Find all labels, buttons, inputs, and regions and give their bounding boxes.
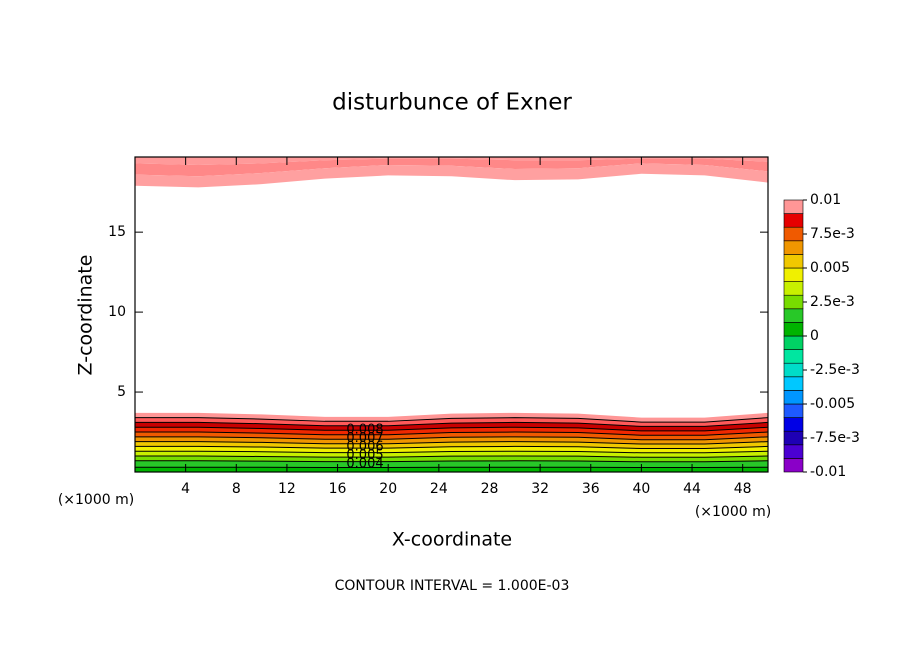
contour-line [135, 421, 768, 427]
contour-line [135, 450, 768, 454]
colorbar-swatch [783, 444, 804, 459]
colorbar-tick-label: 0.005 [810, 260, 850, 276]
x-tick-label: 36 [582, 481, 600, 497]
contour-band [135, 163, 768, 188]
colorbar-swatch [783, 403, 804, 418]
x-tick-label: 40 [632, 481, 650, 497]
colorbar-swatch [783, 376, 804, 391]
contour-band [135, 427, 768, 436]
colorbar-swatch [783, 294, 804, 310]
y-axis-label: Z-coordinate [75, 255, 97, 376]
contour-line [135, 417, 768, 423]
x-tick-label: 28 [481, 481, 499, 497]
x-axis-label: X-coordinate [392, 529, 512, 551]
x-tick-label: 24 [430, 481, 448, 497]
contour-band [135, 417, 768, 427]
colorbar-swatch [783, 458, 804, 473]
colorbar-swatch [783, 417, 804, 432]
colorbar-swatch [783, 281, 804, 296]
unit-label: (×1000 m) [695, 504, 771, 520]
colorbar-swatch [783, 430, 804, 446]
contour-label: 0.007 [346, 431, 383, 446]
colorbar-swatch [783, 267, 804, 282]
colorbar-swatch [783, 240, 804, 255]
x-tick-label: 16 [329, 481, 347, 497]
colorbar-swatch [783, 362, 804, 378]
contour-line [135, 441, 768, 445]
colorbar-tick-label: 7.5e-3 [810, 226, 855, 242]
contour-band [135, 158, 768, 177]
colorbar-swatch [783, 226, 804, 242]
contour-label: 0.008 [346, 423, 383, 438]
colorbar-swatch [783, 390, 804, 405]
colorbar-tick-label: 0 [810, 328, 819, 344]
contour-band [135, 460, 768, 468]
colorbar-swatch [783, 335, 804, 350]
colorbar-swatch [783, 322, 804, 337]
contour-band [135, 157, 768, 165]
colorbar-tick-label: -0.01 [810, 464, 846, 480]
plot-frame [134, 156, 769, 473]
contour-band [135, 422, 768, 431]
x-tick-label: 20 [379, 481, 397, 497]
colorbar-swatch [783, 308, 804, 323]
contour-line [135, 455, 768, 458]
y-tick-label: 5 [117, 384, 126, 400]
colorbar-tick-label: -7.5e-3 [810, 430, 860, 446]
contour-band [135, 451, 768, 458]
contour-band [135, 467, 768, 472]
unit-label: (×1000 m) [58, 492, 134, 508]
contour-line [135, 445, 768, 449]
colorbar-tick-label: -0.005 [810, 396, 855, 412]
x-tick-label: 4 [181, 481, 190, 497]
annotation: CONTOUR INTERVAL = 1.000E-03 [335, 578, 570, 594]
chart-title: disturbunce of Exner [332, 90, 572, 116]
colorbar-tick-label: 0.01 [810, 192, 841, 208]
x-tick-label: 44 [683, 481, 701, 497]
colorbar-swatch [783, 254, 804, 269]
contour-line [135, 436, 768, 441]
colorbar-swatch [783, 199, 804, 214]
contour-line [135, 426, 768, 432]
contour-label: 0.004 [346, 457, 383, 472]
contour-band [135, 456, 768, 462]
plot-area [135, 157, 768, 472]
contour-label: 0.006 [346, 440, 383, 455]
contour-label: 0.005 [346, 448, 383, 463]
x-tick-label: 32 [531, 481, 549, 497]
colorbar-tick-label: -2.5e-3 [810, 362, 860, 378]
colorbar-swatch [783, 213, 804, 228]
colorbar-tick-label: 2.5e-3 [810, 294, 855, 310]
x-tick-label: 48 [734, 481, 752, 497]
contour-line [135, 431, 768, 436]
x-tick-label: 12 [278, 481, 296, 497]
colorbar-swatch [783, 349, 804, 364]
contour-line [135, 460, 768, 463]
x-tick-label: 8 [232, 481, 241, 497]
y-tick-label: 10 [108, 304, 126, 320]
y-tick-label: 15 [108, 224, 126, 240]
